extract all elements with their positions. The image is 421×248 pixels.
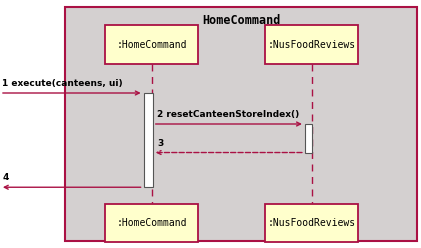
Bar [105, 26, 198, 64]
Text: 3: 3 [157, 139, 163, 148]
Text: :HomeCommand: :HomeCommand [116, 40, 187, 50]
Text: 1 execute(canteens, ui): 1 execute(canteens, ui) [2, 79, 123, 88]
Bar [105, 204, 198, 243]
Bar [265, 26, 358, 64]
Text: 2 resetCanteenStoreIndex(): 2 resetCanteenStoreIndex() [157, 110, 299, 119]
Text: :HomeCommand: :HomeCommand [116, 218, 187, 228]
Bar [265, 204, 358, 243]
Text: HomeCommand: HomeCommand [202, 14, 280, 27]
Text: :NusFoodReviews: :NusFoodReviews [267, 40, 356, 50]
Text: :NusFoodReviews: :NusFoodReviews [267, 218, 356, 228]
Bar [305, 124, 312, 153]
Text: 4: 4 [2, 173, 8, 182]
Bar [65, 7, 417, 241]
Bar [144, 93, 153, 187]
